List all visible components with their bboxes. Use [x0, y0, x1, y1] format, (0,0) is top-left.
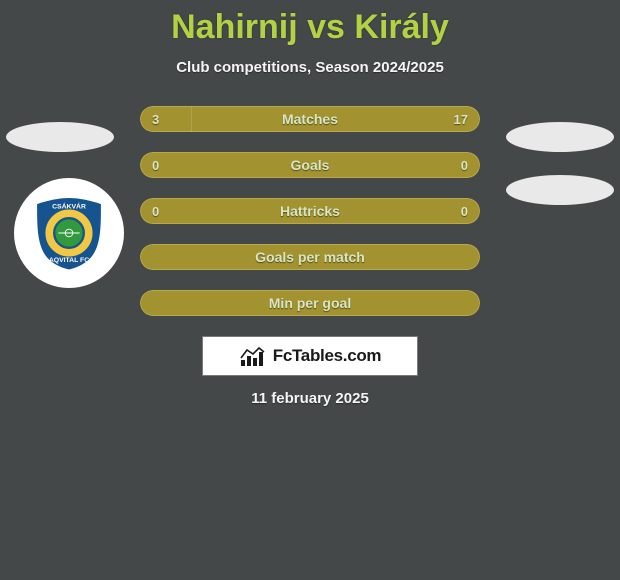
badge-bottom-text: AQVITAL FC — [49, 257, 89, 264]
player-left-photo-placeholder — [6, 122, 114, 152]
stats-container: Matches317Goals00Hattricks00Goals per ma… — [140, 106, 480, 316]
stat-label: Hattricks — [140, 198, 480, 224]
stat-value-left: 0 — [152, 198, 159, 224]
player-right-photo-placeholder — [506, 122, 614, 152]
stat-bar: Matches3 17 — [140, 106, 480, 132]
comparison-title: Nahirnij vs Király — [0, 0, 620, 47]
stat-value-left: 0 — [152, 152, 159, 178]
club-badge-icon: CSÁKVÁR AQVITAL FC — [31, 195, 107, 271]
stat-bar: Goals0 0 — [140, 152, 480, 178]
fctables-logo: FcTables.com — [202, 336, 418, 376]
comparison-date: 11 february 2025 — [0, 390, 620, 407]
club-right-placeholder — [506, 175, 614, 205]
stat-label: Min per goal — [140, 290, 480, 316]
stat-bar: Goals per match — [140, 244, 480, 270]
stat-value-right: 17 — [454, 106, 468, 132]
stat-label: Matches — [140, 106, 480, 132]
stat-label: Goals per match — [140, 244, 480, 270]
stat-bar: Hattricks0 0 — [140, 198, 480, 224]
stat-value-right: 0 — [461, 198, 468, 224]
stat-value-right: 0 — [461, 152, 468, 178]
club-left-badge: CSÁKVÁR AQVITAL FC — [14, 178, 124, 288]
fctables-text: FcTables.com — [273, 346, 382, 366]
stat-value-left: 3 — [152, 106, 159, 132]
chart-bars-icon — [239, 344, 267, 368]
stat-label: Goals — [140, 152, 480, 178]
comparison-subtitle: Club competitions, Season 2024/2025 — [0, 59, 620, 76]
stat-bar: Min per goal — [140, 290, 480, 316]
badge-top-text: CSÁKVÁR — [52, 202, 86, 211]
